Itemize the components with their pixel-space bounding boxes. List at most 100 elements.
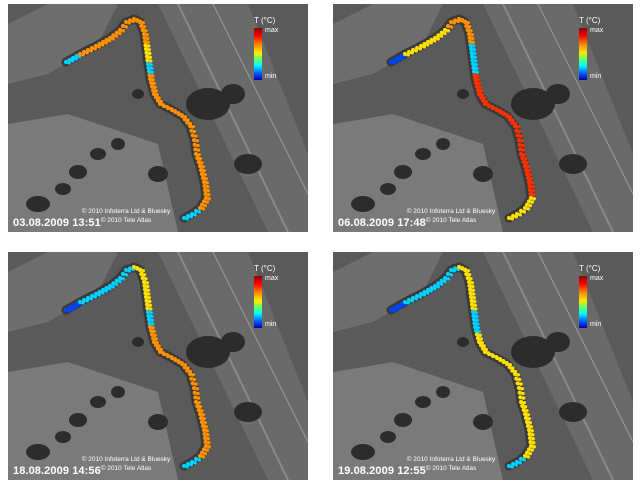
- temperature-dot: [206, 185, 210, 189]
- copyright-infoterra: © 2010 Infoterra Ltd & Bluesky: [381, 456, 521, 464]
- temperature-dot: [522, 396, 526, 400]
- temperature-dot: [206, 433, 210, 437]
- temperature-dot: [468, 43, 472, 47]
- temperature-dot: [142, 32, 146, 36]
- temperature-dot: [491, 106, 495, 110]
- panel-timestamp: 18.08.2009 14:56: [13, 465, 101, 477]
- temperature-dot: [196, 144, 200, 148]
- temperature-dot: [188, 124, 192, 128]
- temperature-dot: [124, 268, 128, 272]
- temperature-dot: [516, 125, 520, 129]
- temperature-dot: [146, 285, 150, 289]
- temperature-dot: [146, 314, 150, 318]
- temperature-dot: [526, 455, 530, 459]
- temperature-dot: [185, 369, 189, 373]
- temperature-dot: [151, 336, 155, 340]
- temperature-dot: [108, 36, 112, 40]
- temperature-dot: [196, 392, 200, 396]
- temperature-dot: [476, 88, 480, 92]
- temperature-dot: [207, 445, 211, 449]
- temperature-dot: [531, 185, 535, 189]
- temperature-dot: [150, 67, 154, 71]
- temperature-dot: [453, 18, 457, 22]
- temperature-dot: [206, 437, 210, 441]
- temperature-dot: [147, 73, 151, 77]
- temperature-dot: [111, 281, 115, 285]
- temperature-dot: [118, 280, 122, 284]
- temperature-dot: [202, 169, 206, 173]
- temperature-dot: [446, 29, 450, 33]
- temperature-dot: [528, 173, 532, 177]
- temperature-dot: [516, 381, 520, 385]
- temperature-dot: [527, 180, 531, 184]
- temperature-dot: [198, 206, 202, 210]
- temperature-dot: [197, 210, 201, 214]
- temperature-dot: [138, 20, 142, 24]
- temperature-dot: [524, 168, 528, 172]
- temperature-dot: [528, 452, 532, 456]
- temperature-dot: [530, 429, 534, 433]
- temperature-dot: [473, 56, 477, 60]
- temperature-dot: [443, 276, 447, 280]
- temperature-dot: [473, 304, 477, 308]
- temperature-dot: [472, 292, 476, 296]
- temperature-dot: [149, 59, 153, 63]
- temperature-dot: [191, 125, 195, 129]
- temperature-dot: [198, 164, 202, 168]
- temperature-dot: [202, 428, 206, 432]
- legend-max-label: max: [590, 275, 603, 282]
- temperature-dot: [523, 206, 527, 210]
- temperature-dot: [526, 413, 530, 417]
- temperature-dot: [148, 304, 152, 308]
- temperature-dot: [193, 395, 197, 399]
- temperature-dot: [150, 315, 154, 319]
- temperature-dot: [476, 74, 480, 78]
- temperature-dot: [473, 325, 477, 329]
- temperature-dot: [508, 117, 512, 121]
- temperature-dot: [470, 306, 474, 310]
- temperature-dot: [197, 408, 201, 412]
- temperature-dot: [526, 207, 530, 211]
- temperature-dot: [144, 51, 148, 55]
- temperature-dot: [449, 273, 453, 277]
- legend-title: T (°C): [579, 264, 600, 273]
- temperature-dot: [527, 184, 531, 188]
- temperature-dot: [436, 281, 440, 285]
- temperature-dot: [118, 28, 122, 32]
- legend-max-label: max: [265, 275, 278, 282]
- copyright-infoterra: © 2010 Infoterra Ltd & Bluesky: [381, 208, 521, 216]
- temperature-dot: [189, 129, 193, 133]
- temperature-dot: [464, 272, 468, 276]
- temperature-dot: [197, 160, 201, 164]
- temperature-dot: [470, 54, 474, 58]
- temperature-dot: [475, 67, 479, 71]
- temperature-dot: [141, 276, 145, 280]
- temperature-dot: [197, 148, 201, 152]
- temperature-dot: [151, 88, 155, 92]
- temperature-dot: [505, 114, 509, 118]
- temperature-dot: [466, 28, 470, 32]
- temperature-dot: [203, 421, 207, 425]
- temperature-dot: [436, 285, 440, 289]
- temperature-dot: [143, 287, 147, 291]
- temperature-dot: [207, 193, 211, 197]
- temperature-dot: [532, 197, 536, 201]
- legend-min-label: min: [265, 73, 276, 80]
- thermal-map-panel-3: T (°C) max min © 2010 Infoterra Ltd & Bl…: [8, 252, 308, 480]
- temperature-dot: [195, 404, 199, 408]
- copyright-infoterra: © 2010 Infoterra Ltd & Bluesky: [56, 208, 196, 216]
- temperature-dot: [474, 59, 478, 63]
- copyright-infoterra: © 2010 Infoterra Ltd & Bluesky: [56, 456, 196, 464]
- temperature-dot: [449, 268, 453, 272]
- temperature-dot: [199, 168, 203, 172]
- temperature-dot: [201, 165, 205, 169]
- temperature-dot: [473, 77, 477, 81]
- temperature-dot: [145, 281, 149, 285]
- temperature-dot: [530, 181, 534, 185]
- temperature-dot: [149, 329, 153, 333]
- temperature-dot: [143, 291, 147, 295]
- temperature-dot: [474, 307, 478, 311]
- temperature-dot: [476, 336, 480, 340]
- temperature-dot: [203, 192, 207, 196]
- temperature-dot: [528, 421, 532, 425]
